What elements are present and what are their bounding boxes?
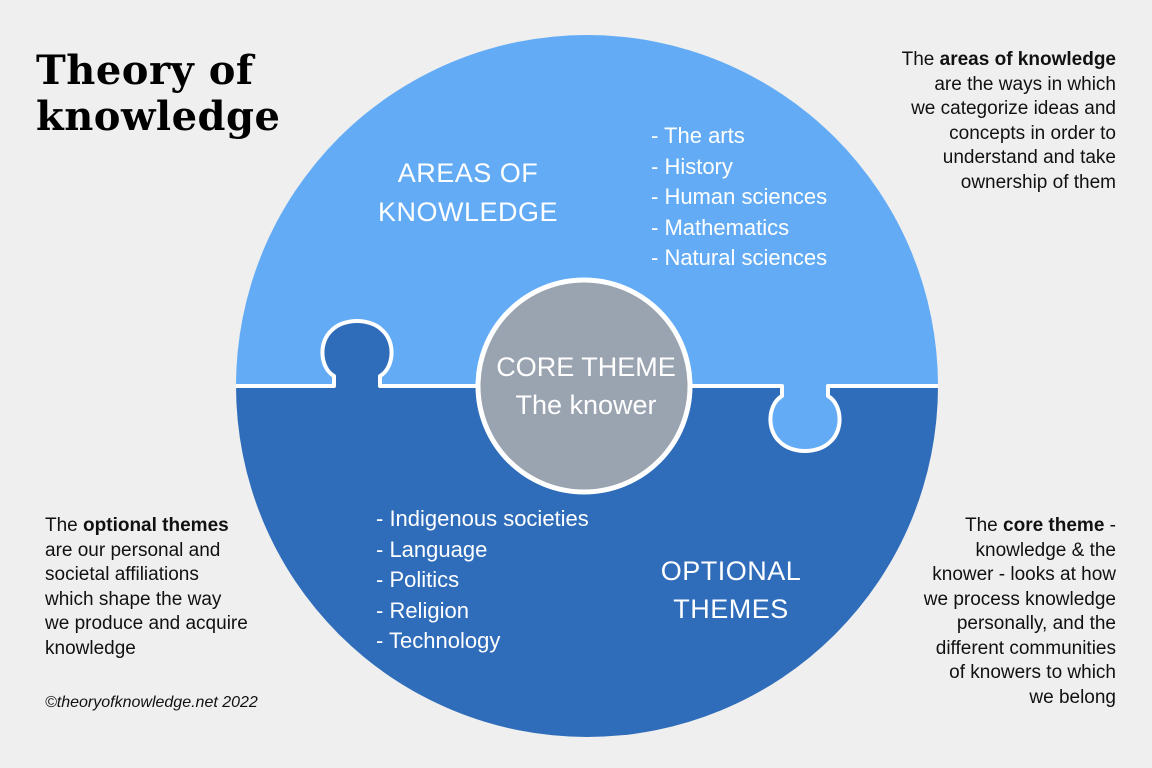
optional-puzzle-tab	[322, 321, 392, 388]
core-description-line: knowledge & the	[975, 539, 1117, 561]
areas-description-line: ownership of them	[960, 171, 1116, 193]
core-theme-line-2: The knower	[515, 390, 656, 420]
optional-description-line: which shape the way	[45, 588, 222, 610]
areas-description-line: are the ways in which	[934, 73, 1116, 95]
optional-heading-line-1: OPTIONAL	[661, 556, 802, 586]
core-description-line: we process knowledge	[923, 588, 1116, 610]
optional-item: - Religion	[376, 598, 469, 623]
optional-description-line: knowledge	[45, 637, 136, 659]
areas-description-bold: areas of knowledge	[939, 49, 1116, 70]
areas-description-pre: The	[901, 49, 940, 70]
optional-description-line: are our personal and	[45, 539, 221, 561]
areas-description: The areas of knowledge are the ways in w…	[902, 48, 1116, 195]
optional-heading: OPTIONAL THEMES	[661, 556, 802, 624]
areas-puzzle-tab	[770, 384, 840, 451]
optional-description: The optional themes are our personal and…	[45, 514, 248, 661]
optional-item: - Technology	[376, 628, 500, 653]
optional-item: - Politics	[376, 567, 459, 592]
core-description-line: of knowers to which	[949, 662, 1116, 683]
optional-description-line: we produce and acquire	[45, 613, 248, 634]
core-description-line: personally, and the	[956, 613, 1116, 634]
core-description-pre: The	[964, 515, 1004, 536]
areas-items-list: - The arts - History - Human sciences - …	[651, 123, 827, 270]
optional-description-bold: optional themes	[83, 515, 229, 536]
areas-description-line: we categorize ideas and	[911, 98, 1116, 119]
core-theme-circle	[475, 277, 693, 495]
optional-description-line: societal affiliations	[45, 564, 199, 585]
core-description-line: different communities	[935, 637, 1116, 659]
optional-heading-line-2: THEMES	[673, 594, 789, 624]
title-line-2: knowledge	[36, 93, 281, 140]
optional-items-list: - Indigenous societies - Language - Poli…	[376, 506, 589, 653]
areas-heading: AREAS OF KNOWLEDGE	[378, 158, 558, 227]
optional-item: - Indigenous societies	[376, 506, 589, 531]
optional-item: - Language	[376, 537, 487, 562]
core-description-line: we belong	[1029, 686, 1116, 708]
core-theme-line-1: CORE THEME	[496, 352, 676, 382]
areas-heading-line-2: KNOWLEDGE	[378, 197, 558, 227]
copyright-notice: ©theoryofknowledge.net 2022	[45, 694, 258, 711]
core-description-post: -	[1104, 515, 1116, 536]
areas-heading-line-1: AREAS OF	[398, 158, 539, 188]
core-description-line: knower - looks at how	[932, 564, 1116, 585]
optional-description-pre: The	[45, 515, 84, 536]
areas-item: - Natural sciences	[651, 245, 827, 270]
areas-item: - Mathematics	[651, 215, 789, 240]
core-theme-label: CORE THEME The knower	[496, 352, 676, 420]
areas-description-line: understand and take	[942, 147, 1116, 168]
title-line-1: Theory of	[36, 47, 254, 94]
areas-item: - Human sciences	[651, 184, 827, 209]
core-description: The core theme - knowledge & the knower …	[924, 514, 1116, 710]
core-description-bold: core theme	[1003, 515, 1105, 536]
areas-description-line: concepts in order to	[949, 122, 1116, 144]
page-title: Theory of knowledge	[36, 48, 280, 140]
areas-item: - History	[651, 154, 733, 179]
areas-item: - The arts	[651, 123, 745, 148]
